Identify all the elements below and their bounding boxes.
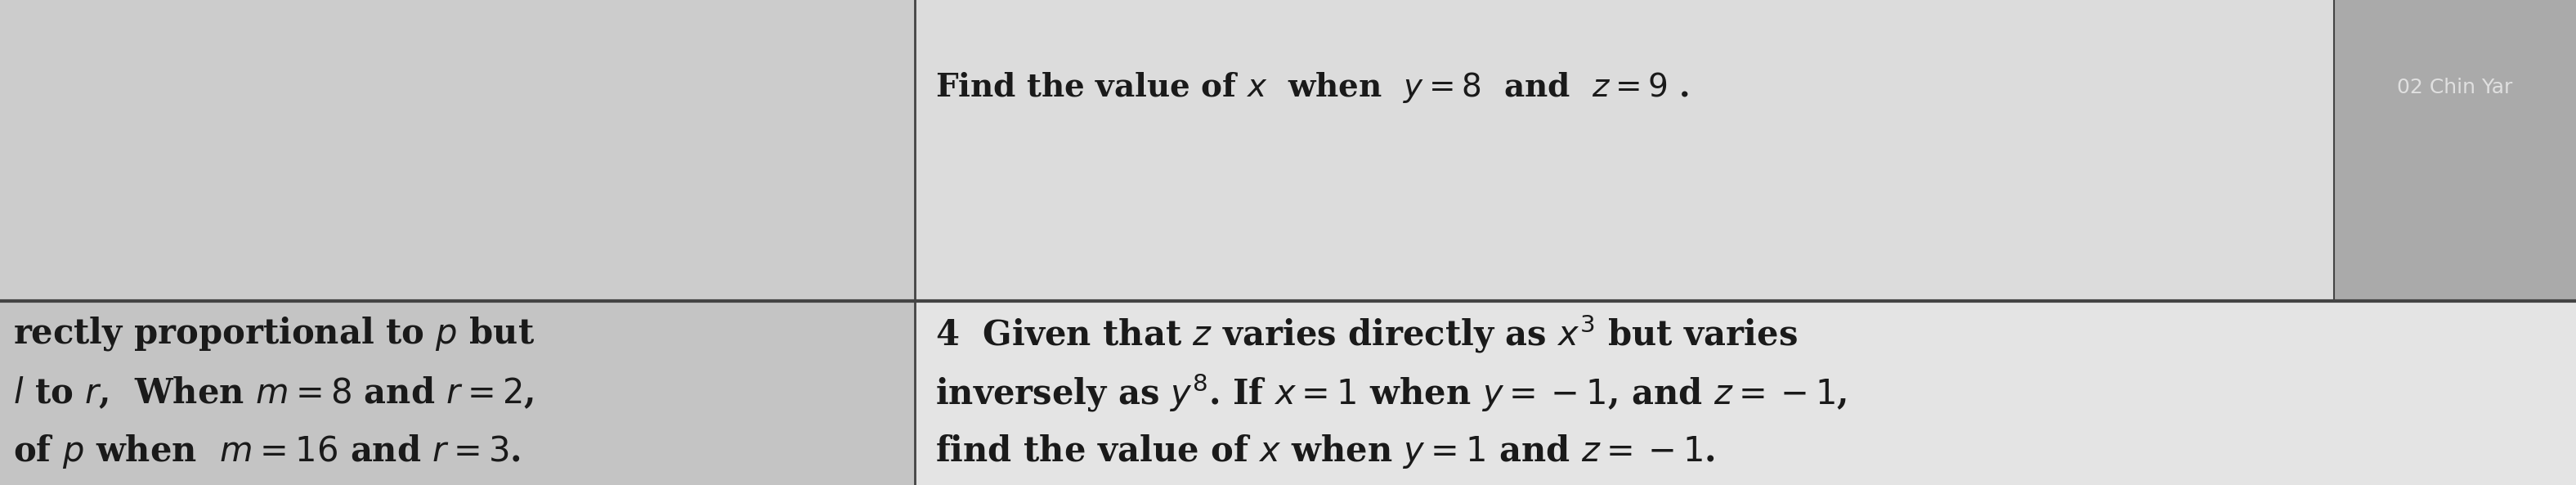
Bar [914, 301, 2576, 485]
Text: find the value of $x$ when $y = 1$ and $z = -1$.: find the value of $x$ when $y = 1$ and $… [935, 433, 1716, 470]
Text: inversely as $y^8$. If $x = 1$ when $y = -1$, and $z = -1$,: inversely as $y^8$. If $x = 1$ when $y =… [935, 372, 1847, 414]
Text: 02 Chin Yar: 02 Chin Yar [2398, 78, 2512, 97]
Bar [0, 301, 914, 485]
Bar [0, 0, 914, 301]
Bar [2334, 0, 2576, 301]
Text: 4  Given that $z$ varies directly as $x^3$ but varies: 4 Given that $z$ varies directly as $x^3… [935, 313, 1798, 355]
Text: rectly proportional to $p$ but: rectly proportional to $p$ but [13, 315, 536, 353]
Text: Find the value of $x$  when  $y = 8$  and  $z = 9$ .: Find the value of $x$ when $y = 8$ and $… [935, 70, 1690, 104]
Text: of $p$ when  $m = 16$ and $r = 3$.: of $p$ when $m = 16$ and $r = 3$. [13, 433, 520, 470]
Text: $l$ to $r$,  When $m = 8$ and $r = 2$,: $l$ to $r$, When $m = 8$ and $r = 2$, [13, 375, 533, 411]
Bar [914, 0, 2334, 301]
